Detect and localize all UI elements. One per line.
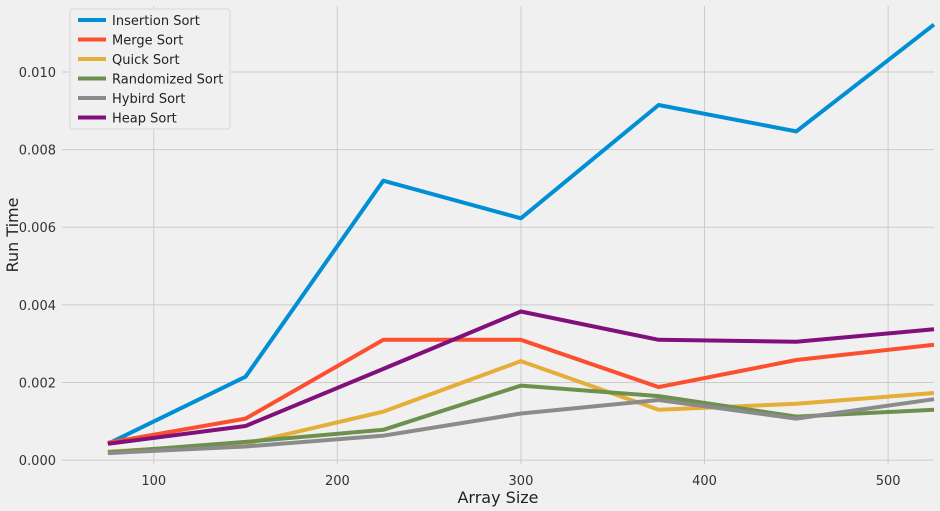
legend-entry: Hybird Sort (112, 92, 185, 107)
x-tick-label: 400 (692, 474, 717, 489)
x-tick-label: 500 (876, 474, 901, 489)
y-tick-label: 0.006 (19, 221, 56, 236)
legend-entry: Merge Sort (112, 34, 183, 49)
legend-entry: Insertion Sort (112, 14, 200, 29)
series-line-hybird-sort (107, 397, 935, 456)
y-tick-label: 0.004 (19, 299, 56, 314)
y-tick-label: 0.008 (19, 144, 56, 159)
series-line-heap-sort (107, 309, 935, 446)
series-layer (107, 23, 936, 456)
x-tick-label: 300 (509, 474, 534, 489)
legend: Insertion Sort Merge Sort Quick Sort Random… (69, 8, 231, 130)
series-line-merge-sort (107, 337, 935, 445)
y-tick-label: 0.002 (19, 376, 56, 391)
legend-entry: Randomized Sort (112, 73, 223, 88)
series-line-insertion-sort (107, 23, 936, 446)
y-tick-label: 0.010 (19, 66, 56, 81)
legend-entry: Heap Sort (112, 112, 177, 127)
legend-entry: Quick Sort (112, 53, 180, 68)
y-tick-label: 0.000 (19, 454, 56, 469)
x-tick-label: 200 (325, 474, 350, 489)
y-axis-label: Run Time (3, 198, 22, 273)
legend-box (69, 8, 231, 130)
x-axis-label: Array Size (457, 488, 538, 507)
x-tick-label: 100 (141, 474, 166, 489)
tick-layer: 100 200 300 400 500 0.000 0.002 0.004 0.006 0.008… (19, 66, 901, 489)
